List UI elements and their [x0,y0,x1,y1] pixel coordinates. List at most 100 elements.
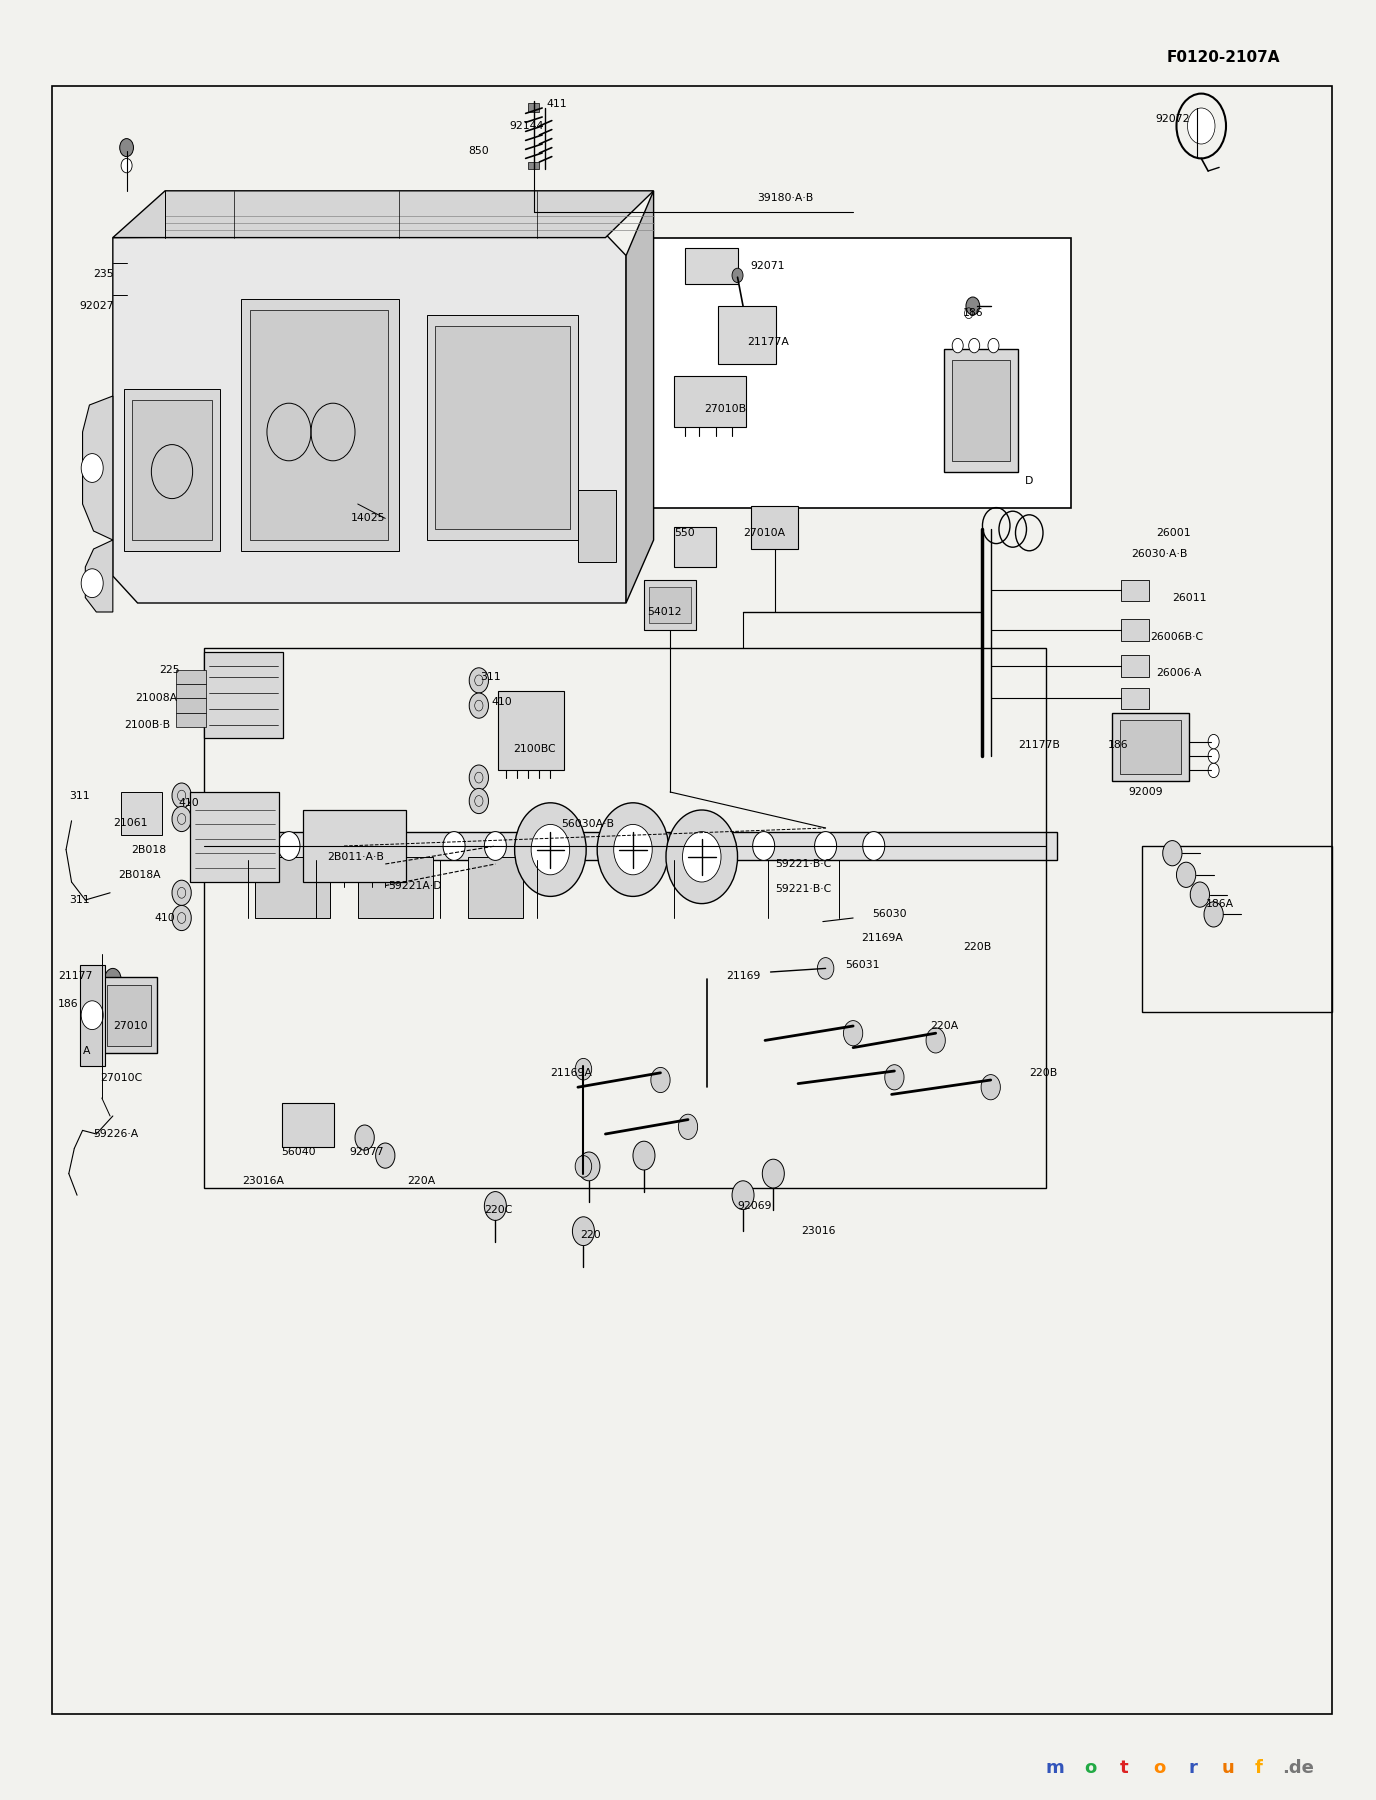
Bar [124,389,220,551]
Text: 26011: 26011 [1172,592,1207,603]
Circle shape [885,1064,904,1091]
Text: 21008A: 21008A [135,693,178,704]
Circle shape [469,765,488,790]
Text: 220: 220 [581,1229,601,1240]
Circle shape [515,803,586,896]
Text: o: o [1153,1759,1165,1777]
Circle shape [121,158,132,173]
Text: 26030·A·B: 26030·A·B [1131,549,1187,560]
Circle shape [597,803,669,896]
Circle shape [678,1114,698,1139]
Text: 21169A: 21169A [861,932,903,943]
Text: 2B018A: 2B018A [118,869,161,880]
Circle shape [1163,841,1182,866]
Text: 220B: 220B [1029,1067,1058,1078]
Text: 23016A: 23016A [242,1175,285,1186]
Circle shape [81,1001,103,1030]
Text: 27010C: 27010C [100,1073,143,1084]
Circle shape [1208,734,1219,749]
Circle shape [578,1152,600,1181]
Circle shape [651,1067,670,1093]
Text: A: A [83,1046,89,1057]
Bar [176,670,206,684]
Bar [1121,688,1149,709]
Circle shape [682,832,721,882]
Bar [1121,580,1149,601]
Text: 59221·B·C: 59221·B·C [775,884,831,895]
Circle shape [815,832,837,860]
Bar [121,792,162,835]
Text: 311: 311 [69,790,89,801]
Bar [241,299,399,551]
Circle shape [172,783,191,808]
Text: .de: .de [1282,1759,1314,1777]
Text: 411: 411 [546,99,567,110]
Text: 23016: 23016 [801,1226,835,1237]
Bar [649,587,691,623]
Text: m: m [1046,1759,1065,1777]
Bar [190,792,279,882]
Circle shape [105,968,121,990]
Bar [944,349,1018,472]
Bar [1121,619,1149,641]
Circle shape [1208,749,1219,763]
Text: 410: 410 [491,697,512,707]
Circle shape [355,1125,374,1150]
Bar [1142,846,1332,1012]
Circle shape [469,693,488,718]
Text: 26006B·C: 26006B·C [1150,632,1204,643]
Circle shape [484,1192,506,1220]
Circle shape [172,905,191,931]
Circle shape [1190,882,1210,907]
Circle shape [376,1143,395,1168]
Bar [1121,655,1149,677]
Circle shape [81,454,103,482]
Circle shape [278,832,300,860]
Circle shape [1208,763,1219,778]
Polygon shape [83,396,113,540]
Text: 410: 410 [154,913,175,923]
Bar [176,713,206,727]
Text: 92144: 92144 [509,121,544,131]
Circle shape [817,958,834,979]
Bar [751,506,798,549]
Polygon shape [113,191,654,238]
Text: 311: 311 [480,671,501,682]
Text: 220A: 220A [930,1021,959,1031]
Circle shape [863,832,885,860]
Text: 92027: 92027 [80,301,114,311]
Circle shape [1204,902,1223,927]
Circle shape [81,569,103,598]
Circle shape [732,1181,754,1210]
Bar [204,652,283,738]
Circle shape [633,1141,655,1170]
Bar [435,326,570,529]
Circle shape [732,268,743,283]
Text: 225: 225 [160,664,180,675]
Text: 56040: 56040 [281,1147,315,1157]
Text: 550: 550 [674,527,695,538]
Bar [674,376,746,427]
Text: 2B018: 2B018 [131,844,166,855]
Bar [498,691,564,770]
Circle shape [926,1028,945,1053]
Circle shape [753,832,775,860]
Text: u: u [1222,1759,1234,1777]
Circle shape [981,1075,1000,1100]
Text: o: o [1084,1759,1097,1777]
Circle shape [531,824,570,875]
Text: 21177: 21177 [58,970,92,981]
Bar [250,310,388,540]
Circle shape [172,806,191,832]
Text: t: t [1120,1759,1128,1777]
Text: 235: 235 [94,268,114,279]
Circle shape [1176,862,1196,887]
Text: 27010B: 27010B [705,403,747,414]
Bar [644,580,696,630]
Text: 186: 186 [963,308,984,319]
Text: 21177A: 21177A [747,337,788,347]
Circle shape [966,297,980,315]
Bar [685,248,738,284]
Text: r: r [1189,1759,1197,1777]
Text: F0120-2107A: F0120-2107A [1167,50,1280,65]
